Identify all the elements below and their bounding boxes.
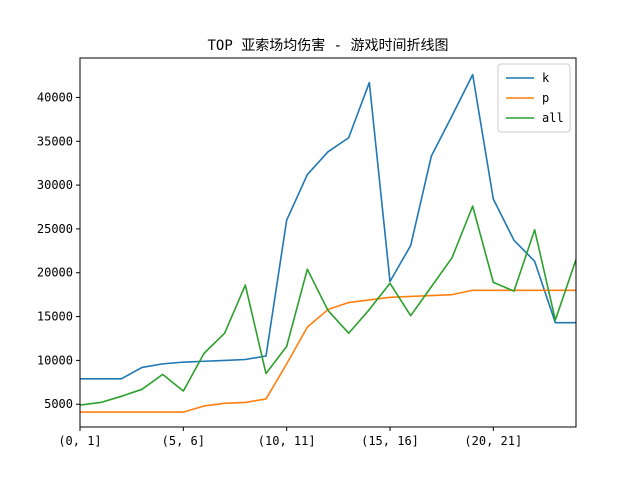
y-tick-label: 30000 xyxy=(37,178,73,192)
series-line-all xyxy=(80,205,576,406)
y-tick-label: 40000 xyxy=(37,90,73,104)
series-line-k xyxy=(80,73,576,380)
y-axis: 5000 10000 15000 20000 25000 30000 35000 40000 xyxy=(37,90,80,411)
x-tick-label: (15, 16] xyxy=(361,434,419,448)
legend: kp all xyxy=(497,63,571,133)
legend-label-k: k xyxy=(542,71,550,85)
plot-area xyxy=(80,73,576,413)
x-tick-label: (0, 1] xyxy=(58,434,101,448)
x-tick-label: (20, 21] xyxy=(464,434,522,448)
y-tick-label: 5000 xyxy=(44,397,73,411)
axes-frame xyxy=(79,57,577,428)
chart-title: TOP 亚索场均伤害 - 游戏时间折线图 xyxy=(207,37,448,54)
y-tick-label: 35000 xyxy=(37,134,73,148)
y-tick-label: 10000 xyxy=(37,353,73,367)
legend-label-p: p xyxy=(542,91,549,105)
legend-label-all: all xyxy=(542,111,564,125)
x-tick-label: (10, 11] xyxy=(258,434,316,448)
y-tick-label: 15000 xyxy=(37,310,73,324)
y-tick-label: 25000 xyxy=(37,222,73,236)
y-tick-label: 20000 xyxy=(37,266,73,280)
x-axis: (0, 1] (5, 6] (10, 11] (15, 16] (20, 21] xyxy=(58,427,522,448)
series-line-p xyxy=(80,289,576,413)
x-tick-label: (5, 6] xyxy=(162,434,205,448)
